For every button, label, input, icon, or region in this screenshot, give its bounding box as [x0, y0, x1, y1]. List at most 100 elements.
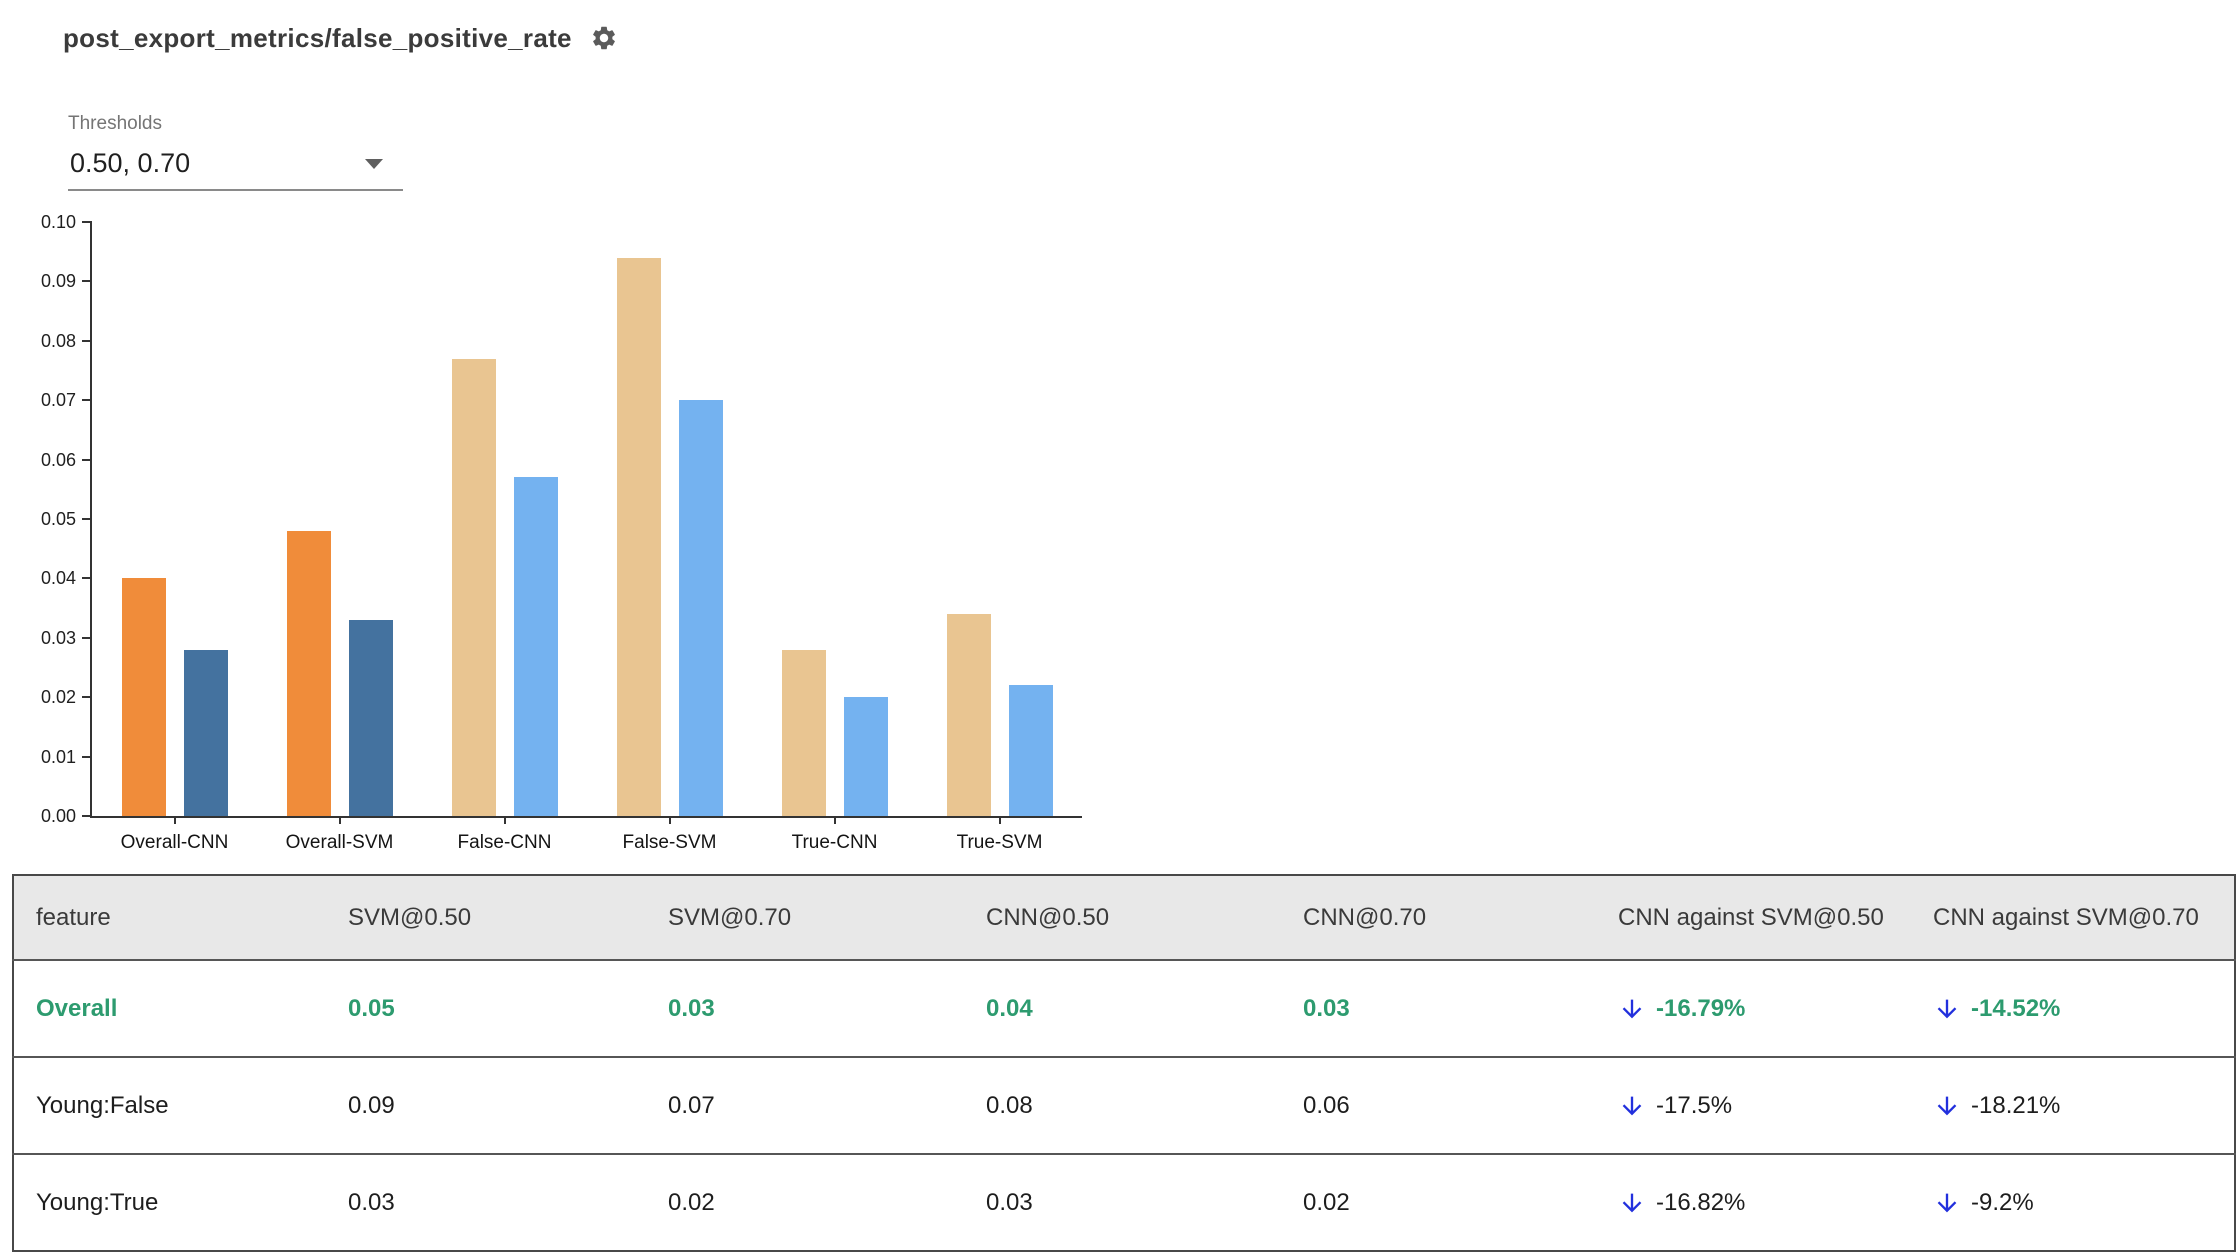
- bar-Overall-SVM-@0.50[interactable]: [286, 531, 331, 816]
- column-header: SVM@0.70: [668, 875, 986, 960]
- x-axis-tick: [338, 816, 341, 824]
- arrow-down-icon: [1933, 1189, 1961, 1217]
- y-axis-tick-label: 0.08: [40, 330, 76, 351]
- bar-Overall-CNN-@0.70[interactable]: [183, 650, 228, 816]
- metric-value-cell: 0.09: [348, 1056, 668, 1154]
- delta-cell: -17.5%: [1618, 1056, 1933, 1154]
- delta-percent: -16.82%: [1656, 1188, 1746, 1216]
- settings-gear-icon[interactable]: [588, 22, 620, 54]
- feature-cell: Overall: [13, 959, 348, 1057]
- metric-value-cell: 0.03: [348, 1153, 668, 1251]
- bar-False-SVM-@0.70[interactable]: [678, 400, 723, 816]
- y-axis-tick: [82, 518, 92, 520]
- column-header: CNN against SVM@0.70: [1933, 875, 2235, 960]
- y-axis-tick: [82, 458, 92, 461]
- page-title: post_export_metrics/false_positive_rate: [63, 22, 572, 53]
- y-axis-tick: [82, 221, 92, 223]
- y-axis-tick: [82, 577, 92, 580]
- metric-value-cell: 0.06: [1303, 1056, 1618, 1154]
- feature-cell: Young:False: [13, 1056, 348, 1154]
- column-header: CNN@0.70: [1303, 875, 1618, 960]
- metrics-table-head-row: feature SVM@0.50 SVM@0.70 CNN@0.50 CNN@0.70 C…: [13, 875, 2235, 960]
- metric-value-cell: 0.02: [1303, 1153, 1618, 1251]
- bar-True-SVM-@0.70[interactable]: [1008, 685, 1053, 816]
- metric-value-cell: 0.05: [348, 959, 668, 1057]
- metric-value-cell: 0.08: [986, 1056, 1303, 1154]
- bar-True-SVM-@0.50[interactable]: [946, 614, 991, 816]
- delta-percent: -14.52%: [1971, 994, 2061, 1022]
- arrow-down-icon: [1618, 1189, 1646, 1217]
- y-axis-tick-label: 0.01: [40, 746, 76, 767]
- thresholds-value: 0.50, 0.70: [70, 148, 191, 178]
- x-axis-tick: [998, 816, 1001, 824]
- delta-percent: -18.21%: [1971, 1091, 2061, 1119]
- y-axis-tick: [82, 339, 92, 342]
- y-axis-tick: [82, 280, 92, 283]
- y-axis-tick-label: 0.06: [40, 449, 76, 470]
- column-header: CNN against SVM@0.50: [1618, 875, 1933, 960]
- arrow-down-icon: [1933, 995, 1961, 1023]
- x-axis-label: False-SVM: [622, 832, 717, 853]
- metric-value-cell: 0.03: [668, 959, 986, 1057]
- column-header: feature: [13, 875, 348, 960]
- y-axis-tick: [82, 399, 92, 402]
- y-axis-tick: [82, 815, 92, 817]
- arrow-down-icon: [1933, 1092, 1961, 1120]
- delta-percent: -9.2%: [1971, 1188, 2034, 1216]
- y-axis-tick-label: 0.09: [40, 271, 76, 292]
- x-axis-label: Overall-SVM: [285, 832, 394, 853]
- delta-cell: -14.52%: [1933, 959, 2235, 1057]
- x-axis-tick: [503, 816, 506, 824]
- y-axis-tick: [82, 755, 92, 758]
- x-axis-label: True-SVM: [956, 832, 1043, 853]
- metric-value-cell: 0.04: [986, 959, 1303, 1057]
- thresholds-label: Thresholds: [68, 113, 162, 134]
- y-axis-tick-label: 0.04: [40, 568, 76, 589]
- y-axis-tick: [82, 696, 92, 699]
- table-row: Young:True 0.03 0.02 0.03 0.02 -16.82% -9.2%: [13, 1153, 2235, 1251]
- column-header: SVM@0.50: [348, 875, 668, 960]
- bar-False-SVM-@0.50[interactable]: [616, 258, 661, 816]
- arrow-down-icon: [1618, 1092, 1646, 1120]
- metric-value-cell: 0.07: [668, 1056, 986, 1154]
- table-row: Young:False 0.09 0.07 0.08 0.06 -17.5% -18.21%: [13, 1056, 2235, 1154]
- delta-percent: -16.79%: [1656, 994, 1746, 1022]
- metrics-table: feature SVM@0.50 SVM@0.70 CNN@0.50 CNN@0.70 C…: [12, 874, 2236, 1252]
- y-axis-tick-label: 0.10: [40, 212, 76, 232]
- y-axis-tick-label: 0.03: [40, 627, 76, 648]
- thresholds-select[interactable]: 0.50, 0.70: [68, 144, 403, 191]
- x-axis-tick: [833, 816, 836, 824]
- delta-cell: -16.79%: [1618, 959, 1933, 1057]
- bar-True-CNN-@0.50[interactable]: [781, 650, 826, 816]
- bar-True-CNN-@0.70[interactable]: [843, 697, 888, 816]
- delta-cell: -16.82%: [1618, 1153, 1933, 1251]
- metric-value-cell: 0.03: [986, 1153, 1303, 1251]
- table-row: Overall 0.05 0.03 0.04 0.03 -16.79% -14.52%: [13, 959, 2235, 1057]
- x-axis-label: Overall-CNN: [120, 832, 229, 853]
- column-header: CNN@0.50: [986, 875, 1303, 960]
- x-axis-label: True-CNN: [791, 832, 878, 853]
- delta-percent: -17.5%: [1656, 1091, 1733, 1119]
- x-axis-label: False-CNN: [457, 832, 552, 853]
- y-axis-tick: [82, 636, 92, 639]
- chevron-down-icon: [365, 158, 383, 169]
- y-axis-tick-label: 0.05: [40, 509, 76, 529]
- x-axis-tick: [173, 816, 176, 824]
- delta-cell: -9.2%: [1933, 1153, 2235, 1251]
- bar-Overall-SVM-@0.70[interactable]: [348, 620, 393, 816]
- thresholds-control: Thresholds 0.50, 0.70: [68, 112, 403, 191]
- metric-value-cell: 0.02: [668, 1153, 986, 1251]
- y-axis-tick-label: 0.02: [40, 687, 76, 708]
- panel-header: post_export_metrics/false_positive_rate: [63, 22, 620, 54]
- x-axis-tick: [668, 816, 671, 824]
- y-axis-tick-label: 0.00: [40, 806, 76, 826]
- metrics-table-body: Overall 0.05 0.03 0.04 0.03 -16.79% -14.52% You…: [13, 959, 2235, 1251]
- y-axis-tick-label: 0.07: [40, 390, 76, 411]
- bar-False-CNN-@0.70[interactable]: [513, 477, 558, 816]
- delta-cell: -18.21%: [1933, 1056, 2235, 1154]
- bar-Overall-CNN-@0.50[interactable]: [121, 578, 166, 816]
- metric-value-cell: 0.03: [1303, 959, 1618, 1057]
- bar-False-CNN-@0.50[interactable]: [451, 359, 496, 816]
- arrow-down-icon: [1618, 995, 1646, 1023]
